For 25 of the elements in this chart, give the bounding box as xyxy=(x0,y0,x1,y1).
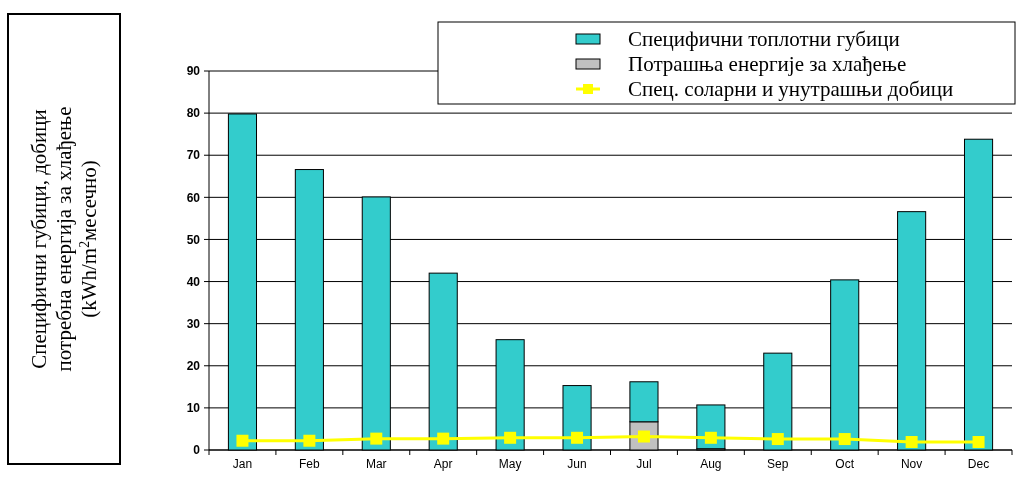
x-tick-label: Feb xyxy=(299,457,321,471)
y-tick-label: 0 xyxy=(193,443,201,458)
y-tick-label: 50 xyxy=(186,232,201,247)
x-tick-label: Apr xyxy=(433,457,453,471)
x-tick-label: Aug xyxy=(700,457,722,471)
y-tick-label: 20 xyxy=(186,358,201,373)
x-tick-label: May xyxy=(498,457,522,471)
y-tick-label: 70 xyxy=(186,148,201,163)
x-tick-label: Jul xyxy=(636,457,652,471)
y-tick-label: 10 xyxy=(186,401,201,416)
y-tick-label: 90 xyxy=(186,64,201,79)
y-tick-label: 80 xyxy=(186,106,201,121)
x-tick-label: Sep xyxy=(767,457,789,471)
legend-label: Спец. соларни и унутрашњи добици xyxy=(628,77,954,102)
x-tick-label: Dec xyxy=(967,457,990,471)
x-tick-label: Jan xyxy=(232,457,253,471)
x-tick-label: Jun xyxy=(567,457,587,471)
y-tick-label: 40 xyxy=(186,274,201,289)
legend-label: Специфични топлотни губици xyxy=(628,27,900,52)
legend-label: Потрашња енергије за хлађење xyxy=(628,52,907,77)
x-tick-label: Oct xyxy=(835,457,855,471)
x-tick-label: Mar xyxy=(365,457,387,471)
y-tick-label: 30 xyxy=(186,316,201,331)
y-tick-label: 60 xyxy=(186,190,201,205)
x-tick-label: Nov xyxy=(900,457,923,471)
